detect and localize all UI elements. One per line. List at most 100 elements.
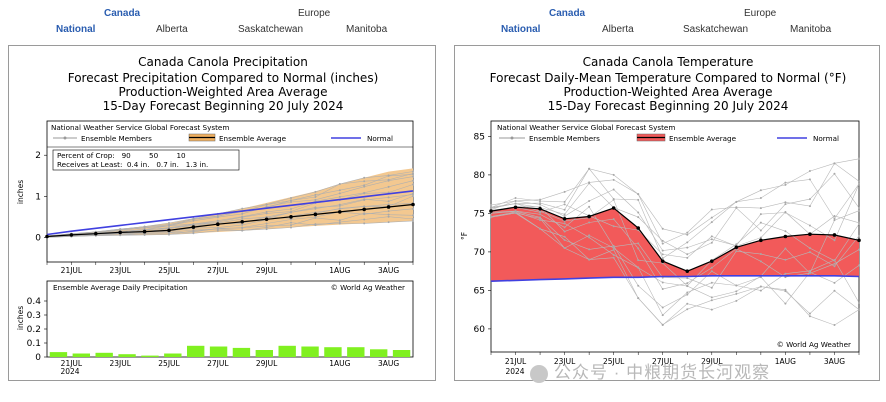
- temp-member-point: [588, 258, 591, 261]
- temp-member-point: [808, 205, 811, 208]
- temp-member-point: [710, 241, 713, 244]
- temp-member-line: [490, 212, 860, 316]
- temp-xtick-label: 3AUG: [824, 357, 845, 366]
- precip-daily-bar: [347, 347, 365, 357]
- temp-member-point: [661, 306, 664, 309]
- temp-member-point: [710, 286, 713, 289]
- precip-member-point: [363, 185, 366, 188]
- temp-member-point: [784, 302, 787, 305]
- temp-member-point: [637, 242, 640, 245]
- temp-average-point: [611, 206, 616, 210]
- temp-member-point: [759, 285, 762, 288]
- precip-member-point: [265, 224, 268, 227]
- temp-member-point: [710, 235, 713, 238]
- temp-xtick-label: 29JUL: [701, 357, 723, 366]
- temp-member-point: [612, 225, 615, 228]
- precip-member-point: [338, 195, 341, 198]
- bar-credit: © World Ag Weather: [331, 283, 405, 292]
- nav-manitoba-left[interactable]: Manitoba: [346, 24, 388, 35]
- precip-average-line: [46, 203, 414, 238]
- precip-subtitle-3: 15-Day Forecast Beginning 20 July 2024: [103, 99, 344, 113]
- temp-member-point: [563, 230, 566, 233]
- precip-daily-bar: [209, 346, 228, 357]
- precip-member-point: [412, 193, 414, 196]
- nav-canada-right[interactable]: Canada: [549, 8, 586, 19]
- precip-daily-bar: [301, 346, 319, 357]
- temp-member-point: [710, 238, 713, 241]
- precip-member-point: [216, 226, 219, 229]
- temp-xtick-label: 23JUL: [554, 357, 576, 366]
- temp-xtick-label: 21JUL: [505, 357, 527, 366]
- precip-member-point: [290, 226, 292, 229]
- precip-system-label: National Weather Service Global Forecast…: [51, 123, 229, 132]
- temp-member-point: [661, 323, 664, 326]
- nav-alberta-right[interactable]: Alberta: [602, 24, 634, 35]
- temp-member-point: [612, 248, 615, 251]
- precip-member-point: [241, 215, 244, 218]
- temp-plot-area: [489, 157, 861, 327]
- precip-member-point: [290, 210, 292, 213]
- nav-saskatchewan-right[interactable]: Saskatchewan: [683, 24, 749, 35]
- nav-national-right[interactable]: National: [501, 24, 541, 35]
- nav-europe-left[interactable]: Europe: [298, 8, 331, 19]
- precip-average-point: [240, 219, 244, 224]
- temp-member-point: [686, 308, 689, 311]
- precip-member-line: [46, 180, 414, 237]
- bar-yticks: 0 0.1 0.2 0.3 0.4: [27, 297, 47, 363]
- precip-subtitle-1: Forecast Precipitation Compared to Norma…: [68, 71, 379, 85]
- temp-member-point: [563, 226, 566, 229]
- nav-national-left[interactable]: National: [56, 24, 96, 35]
- temp-member-point: [784, 181, 787, 184]
- temp-member-point: [490, 204, 492, 207]
- precip-member-point: [387, 203, 390, 206]
- precip-member-point: [265, 212, 268, 215]
- precip-yticks: 0 1 2: [35, 151, 47, 243]
- precip-member-line: [46, 171, 414, 237]
- precip-xticks: 21JUL 23JUL 25JUL 27JUL 29JUL 1AUG 3AUG: [46, 262, 414, 275]
- temp-member-point: [759, 207, 762, 210]
- temp-member-point: [833, 215, 836, 218]
- temp-member-point: [661, 239, 664, 242]
- temp-member-point: [759, 289, 762, 292]
- precip-legend-normal: Normal: [367, 134, 393, 143]
- temp-member-line: [490, 212, 860, 326]
- bar-ytick-label: 0.4: [27, 297, 42, 307]
- temp-member-line: [490, 168, 860, 259]
- temp-member-point: [637, 247, 640, 250]
- nav-alberta-left[interactable]: Alberta: [156, 24, 188, 35]
- temp-subtitle-3: 15-Day Forecast Beginning 20 July 2024: [548, 99, 789, 113]
- temp-member-point: [735, 284, 738, 287]
- temp-ytick-label: 75: [474, 209, 485, 219]
- temp-member-point: [686, 233, 689, 236]
- temp-member-line: [490, 211, 860, 298]
- temp-member-point: [808, 224, 811, 227]
- precip-member-point: [265, 228, 268, 231]
- precip-member-point: [241, 226, 244, 229]
- precip-daily-bar: [369, 349, 388, 357]
- temp-average-point: [538, 206, 542, 211]
- precip-daily-bar: [186, 345, 205, 357]
- temp-chart-svg: Canada Canola Temperature Forecast Daily…: [460, 55, 861, 376]
- temp-member-line: [490, 162, 860, 244]
- precip-average-point: [313, 212, 318, 217]
- temp-member-point: [858, 248, 860, 251]
- temp-member-point: [563, 215, 566, 218]
- temp-member-point: [808, 312, 811, 315]
- nav-saskatchewan-left[interactable]: Saskatchewan: [238, 24, 304, 35]
- temp-member-point: [784, 247, 787, 250]
- nav-manitoba-right[interactable]: Manitoba: [790, 24, 832, 35]
- temp-member-point: [563, 239, 566, 242]
- nav-canada-left[interactable]: Canada: [104, 8, 141, 19]
- precip-ensemble-band: [47, 168, 413, 238]
- precip-member-point: [241, 207, 244, 210]
- temp-member-point: [808, 178, 811, 181]
- nav-europe-right[interactable]: Europe: [744, 8, 777, 19]
- temp-member-point: [686, 284, 689, 287]
- precip-member-point: [412, 207, 414, 210]
- precip-average-point: [289, 215, 293, 219]
- precip-member-point: [387, 215, 390, 218]
- temp-member-point: [858, 180, 860, 183]
- precip-member-point: [168, 233, 170, 236]
- watermark-text: 公众号 · 中粮期货长河观察: [554, 363, 771, 382]
- precip-member-line: [46, 220, 414, 238]
